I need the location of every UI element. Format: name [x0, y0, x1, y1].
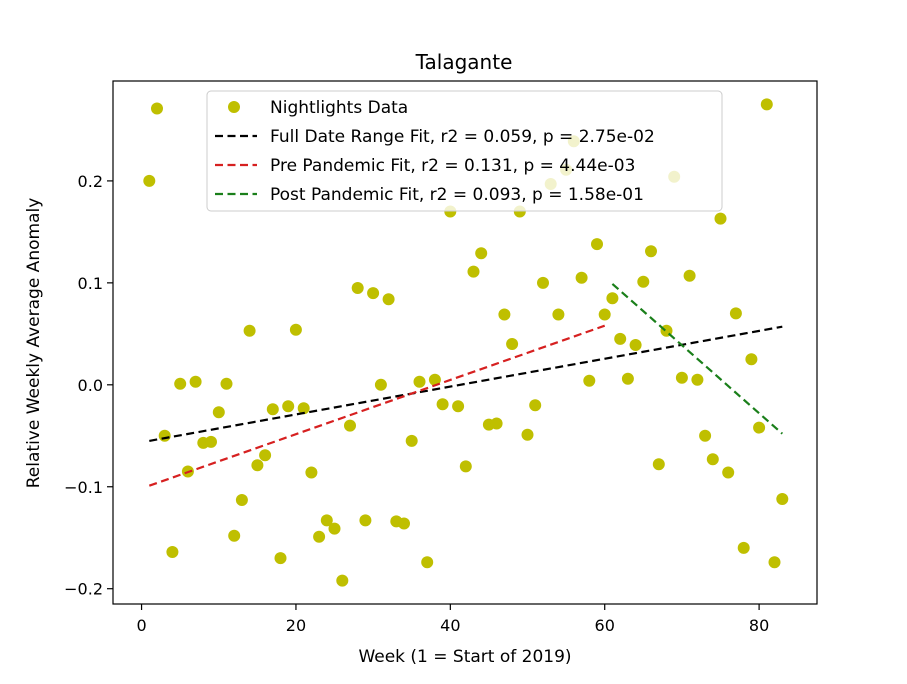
axis-ticks: 0 20 40 60 80 −0.2 −0.1 0.0 0.1 0.2	[64, 172, 769, 635]
data-point	[313, 530, 326, 543]
x-tick-label: 80	[749, 616, 769, 635]
data-point	[506, 338, 519, 350]
data-point	[259, 449, 272, 462]
data-point	[305, 466, 318, 479]
data-point	[382, 293, 395, 306]
data-point	[328, 522, 341, 535]
x-tick-label: 0	[136, 616, 146, 635]
y-tick-label: 0.0	[78, 376, 103, 395]
legend-entry-pre-pandemic-fit: Pre Pandemic Fit, r2 = 0.131, p = 4.44e-…	[270, 156, 635, 176]
data-point	[228, 529, 241, 542]
post-pandemic-fit-line	[611, 283, 784, 435]
data-point	[621, 372, 634, 385]
data-point	[529, 399, 542, 412]
data-point	[552, 308, 565, 321]
data-point	[282, 400, 295, 413]
legend-entry-nightlights-data: Nightlights Data	[270, 98, 408, 118]
data-point	[459, 460, 472, 473]
data-point	[436, 398, 449, 411]
data-point	[143, 174, 156, 187]
data-point	[289, 323, 302, 336]
data-point	[174, 377, 187, 390]
y-tick-label: −0.2	[64, 580, 103, 599]
data-point	[629, 339, 642, 351]
data-point	[405, 434, 418, 447]
data-point	[745, 353, 758, 366]
data-point	[428, 373, 441, 386]
data-point	[297, 402, 310, 415]
y-tick-label: −0.1	[64, 478, 103, 497]
data-point	[235, 494, 248, 506]
data-point	[691, 373, 704, 386]
data-point	[614, 332, 627, 345]
data-point	[336, 574, 349, 587]
data-point	[367, 287, 380, 300]
data-point	[189, 375, 202, 388]
data-point	[413, 375, 426, 388]
pre-pandemic-fit-line	[148, 324, 606, 487]
data-point	[537, 276, 549, 289]
data-point	[591, 238, 603, 251]
data-point	[320, 514, 333, 527]
data-point	[760, 98, 773, 111]
legend-entry-full-date-range-fit: Full Date Range Fit, r2 = 0.059, p = 2.7…	[270, 127, 655, 147]
data-point	[737, 541, 750, 554]
y-tick-label: 0.2	[78, 172, 103, 191]
x-axis-label: Week (1 = Start of 2019)	[358, 647, 571, 667]
data-point	[251, 459, 264, 472]
data-point	[266, 403, 279, 416]
legend-box	[206, 90, 723, 212]
data-point	[675, 371, 688, 384]
legend-marker	[228, 101, 240, 113]
data-point	[768, 556, 781, 569]
y-tick-label: 0.1	[78, 274, 103, 293]
axes-frame	[112, 80, 818, 605]
data-point	[274, 552, 287, 565]
data-point	[205, 435, 217, 448]
data-point	[606, 292, 619, 305]
data-point	[351, 282, 364, 294]
data-point	[645, 245, 657, 258]
data-point	[359, 514, 372, 527]
data-point	[583, 374, 596, 387]
data-point	[706, 453, 719, 466]
full-date-range-fit-line	[149, 325, 783, 442]
legend: Nightlights Data Full Date Range Fit, r2 …	[206, 90, 723, 212]
data-point	[498, 308, 511, 321]
x-tick-label: 60	[595, 616, 615, 635]
data-point	[421, 556, 434, 569]
data-point	[212, 406, 225, 419]
data-point	[699, 429, 712, 442]
data-point	[598, 308, 611, 321]
data-point	[475, 247, 488, 260]
data-point	[158, 429, 171, 442]
data-point	[753, 421, 766, 434]
data-point	[722, 466, 735, 479]
data-point	[374, 378, 387, 391]
data-point	[714, 212, 727, 225]
plot-area	[143, 98, 789, 587]
data-point	[220, 377, 233, 390]
legend-entry-post-pandemic-fit: Post Pandemic Fit, r2 = 0.093, p = 1.58e…	[270, 185, 644, 205]
data-point	[652, 458, 665, 471]
data-point	[683, 269, 696, 282]
data-point	[729, 307, 742, 320]
x-tick-label: 40	[440, 616, 460, 635]
data-point	[243, 324, 256, 337]
data-point	[344, 419, 356, 432]
chart-title: Talagante	[415, 50, 513, 74]
data-point	[151, 102, 163, 115]
y-axis-label: Relative Weekly Average Anomaly	[24, 198, 44, 489]
data-point	[490, 417, 503, 430]
data-point	[776, 493, 789, 505]
data-point	[521, 428, 534, 441]
data-point	[398, 517, 410, 530]
data-point	[166, 546, 179, 558]
data-point	[637, 275, 650, 288]
data-point	[452, 400, 465, 413]
data-point	[575, 271, 588, 284]
data-point	[467, 265, 480, 278]
x-tick-label: 20	[286, 616, 306, 635]
